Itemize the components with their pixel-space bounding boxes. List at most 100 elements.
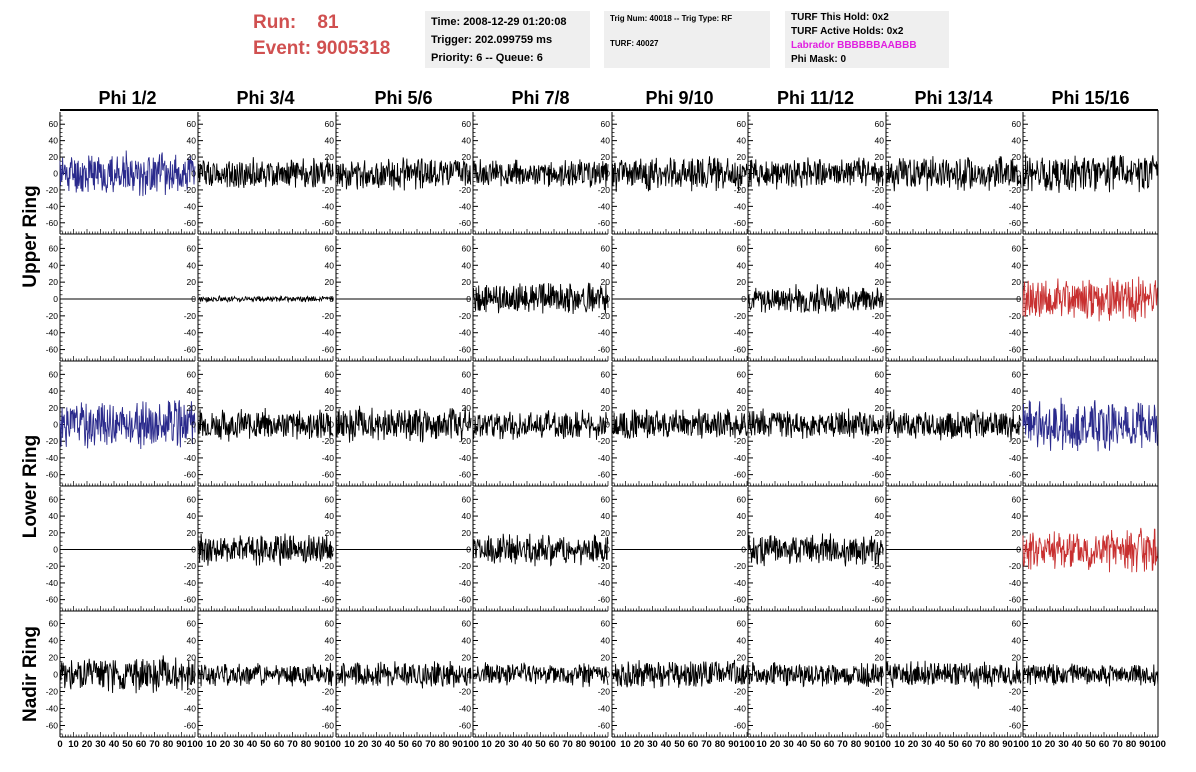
x-tick-label: 0 xyxy=(57,739,62,750)
y-tick-label: -60 xyxy=(1009,721,1022,731)
y-tick-label: 20 xyxy=(601,152,611,162)
y-tick-label: 40 xyxy=(875,136,885,146)
y-tick-label: 0 xyxy=(605,420,610,430)
y-tick-label: 20 xyxy=(325,277,335,287)
x-tick-label: 40 xyxy=(522,739,533,750)
y-tick-label: 40 xyxy=(601,511,611,521)
y-tick-label: -40 xyxy=(184,704,197,714)
y-tick-label: -60 xyxy=(1009,470,1022,480)
x-tick-label: 70 xyxy=(149,739,160,750)
waveform-trace xyxy=(472,409,609,440)
y-tick-label: 60 xyxy=(49,243,59,253)
waveform-trace xyxy=(747,284,884,314)
x-tick-label: 50 xyxy=(674,739,685,750)
x-tick-label: 70 xyxy=(837,739,848,750)
y-tick-label: 20 xyxy=(1012,653,1022,663)
y-tick-label: -20 xyxy=(734,687,747,697)
y-tick-label: -20 xyxy=(46,311,59,321)
x-tick-label: 30 xyxy=(95,739,106,750)
y-tick-label: -40 xyxy=(872,201,885,211)
y-tick-label: 0 xyxy=(605,294,610,304)
waveform-trace xyxy=(472,533,609,567)
waveform-trace xyxy=(747,157,884,190)
waveform-panel: 60 40 20 0 -20 -40 -60 xyxy=(734,112,884,235)
y-tick-label: -60 xyxy=(46,345,59,355)
y-tick-label: -20 xyxy=(598,311,611,321)
y-tick-label: 40 xyxy=(462,511,472,521)
y-tick-label: 40 xyxy=(49,136,59,146)
x-tick-label: 20 xyxy=(1045,739,1056,750)
y-tick-label: 40 xyxy=(601,260,611,270)
time-text: Time: 2008-12-29 01:20:08 xyxy=(431,16,567,28)
y-tick-label: 20 xyxy=(462,403,472,413)
waveform-trace xyxy=(59,150,196,197)
y-tick-label: -40 xyxy=(322,578,335,588)
y-tick-label: 20 xyxy=(325,403,335,413)
y-tick-label: 40 xyxy=(737,386,747,396)
waveform-panel: 60 40 20 0 -20 -40 -60 xyxy=(184,236,334,362)
y-tick-label: 20 xyxy=(875,277,885,287)
x-tick-label: 90 xyxy=(1002,739,1013,750)
y-tick-label: 40 xyxy=(1012,511,1022,521)
y-tick-label: -60 xyxy=(184,345,197,355)
y-tick-label: -60 xyxy=(184,470,197,480)
waveform-panel: 60 40 20 0 -20 -40 -60 xyxy=(598,112,748,235)
column-header: Phi 7/8 xyxy=(511,88,569,108)
y-tick-label: 0 xyxy=(466,545,471,555)
y-tick-label: -60 xyxy=(459,218,472,228)
trigger-text: Trigger: 202.099759 ms xyxy=(431,34,553,46)
y-tick-label: -60 xyxy=(598,595,611,605)
y-tick-label: -20 xyxy=(322,311,335,321)
labrador-text: Labrador BBBBBBAABBB xyxy=(791,40,917,51)
x-tick-label: 100 xyxy=(187,739,203,750)
y-tick-label: 20 xyxy=(187,403,197,413)
y-tick-label: 20 xyxy=(875,403,885,413)
x-tick-label: 10 xyxy=(620,739,631,750)
y-tick-label: 40 xyxy=(187,260,197,270)
x-tick-label: 100 xyxy=(739,739,755,750)
y-tick-label: 60 xyxy=(875,494,885,504)
x-tick-label: 40 xyxy=(247,739,258,750)
y-tick-label: 60 xyxy=(325,369,335,379)
waveform-trace xyxy=(747,662,884,688)
y-tick-label: 40 xyxy=(601,636,611,646)
y-tick-label: -40 xyxy=(46,328,59,338)
y-tick-label: -40 xyxy=(872,704,885,714)
y-tick-label: -40 xyxy=(1009,201,1022,211)
x-tick-label: 90 xyxy=(452,739,463,750)
y-tick-label: -20 xyxy=(1009,436,1022,446)
priority-text: Priority: 6 -- Queue: 6 xyxy=(431,52,543,64)
y-tick-label: 0 xyxy=(741,420,746,430)
y-tick-label: -60 xyxy=(46,721,59,731)
y-tick-label: 0 xyxy=(879,420,884,430)
y-tick-label: 60 xyxy=(737,494,747,504)
y-tick-label: -40 xyxy=(1009,328,1022,338)
y-tick-label: 0 xyxy=(741,545,746,555)
y-tick-label: 40 xyxy=(1012,136,1022,146)
y-tick-label: 0 xyxy=(879,545,884,555)
y-tick-label: -40 xyxy=(1009,704,1022,714)
y-tick-label: -40 xyxy=(872,578,885,588)
y-tick-label: 40 xyxy=(875,260,885,270)
x-tick-label: 30 xyxy=(783,739,794,750)
y-tick-label: 20 xyxy=(601,653,611,663)
y-tick-label: -20 xyxy=(322,561,335,571)
y-tick-label: 60 xyxy=(875,243,885,253)
y-tick-label: 20 xyxy=(187,528,197,538)
x-tick-label: 50 xyxy=(948,739,959,750)
y-tick-label: -60 xyxy=(184,218,197,228)
y-tick-label: 0 xyxy=(1016,169,1021,179)
y-tick-label: 40 xyxy=(325,260,335,270)
y-tick-label: -60 xyxy=(734,721,747,731)
y-tick-label: 20 xyxy=(462,653,472,663)
y-tick-label: -20 xyxy=(734,311,747,321)
y-tick-label: -20 xyxy=(598,185,611,195)
y-tick-label: -40 xyxy=(598,453,611,463)
y-tick-label: 20 xyxy=(875,152,885,162)
waveform-trace xyxy=(747,533,884,567)
waveform-panel: 60 40 20 0 -20 -40 -60 xyxy=(734,236,884,362)
y-tick-label: 0 xyxy=(191,420,196,430)
x-tick-label: 90 xyxy=(1139,739,1150,750)
y-tick-label: -20 xyxy=(734,185,747,195)
